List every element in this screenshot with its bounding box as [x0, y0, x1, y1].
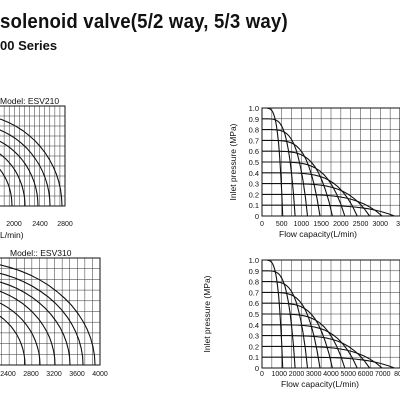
y-tick-label: 0.6 [249, 147, 259, 156]
x-tick-label: 5000 [340, 371, 356, 378]
x-tick-label: 0 [260, 371, 264, 378]
x-tick-label: 35 [396, 221, 400, 228]
model-label: Model:: ESV310 [10, 248, 72, 258]
x-tick-label: 2000 [289, 371, 305, 378]
x-tick-label: 0 [260, 221, 264, 228]
y-tick-label: 0.8 [249, 126, 259, 135]
flow-curve [0, 302, 41, 366]
x-tick-label: 3200 [46, 371, 62, 378]
y-tick-label: 0.7 [249, 136, 259, 145]
flow-curve [262, 281, 309, 369]
x-tick-label: 2800 [57, 221, 73, 228]
y-axis-label: Inlet pressure (MPa) [202, 275, 212, 352]
x-tick-label: 2400 [32, 221, 48, 228]
x-tick-label: 3000 [306, 371, 322, 378]
x-tick-label: 3000 [372, 221, 388, 228]
y-tick-label: 0.6 [249, 299, 259, 308]
flow-curve [262, 291, 321, 369]
y-tick-label: 0.4 [249, 321, 259, 330]
flow-curve [262, 161, 346, 217]
flow-curve [262, 118, 296, 217]
flow-curve [262, 193, 383, 217]
x-tick-label: 2000 [6, 221, 22, 228]
flow-curve [0, 129, 51, 207]
x-tick-label: 1000 [271, 371, 287, 378]
flow-curve [0, 315, 26, 366]
x-tick-label: 2500 [353, 221, 369, 228]
x-tick-label: 4000 [92, 371, 108, 378]
flow-curve [262, 335, 371, 369]
flow-curve [262, 183, 371, 217]
y-tick-label: 0.3 [249, 180, 259, 189]
model-label: Model: ESV210 [0, 96, 59, 106]
y-tick-label: 1.0 [249, 104, 259, 113]
x-tick-label: 4000 [323, 371, 339, 378]
y-tick-label: 0.3 [249, 332, 259, 341]
x-tick-label: 2400 [0, 371, 16, 378]
y-tick-label: 0 [255, 364, 259, 373]
x-tick-label: 500 [276, 221, 288, 228]
page-title: solenoid valve(5/2 way, 5/3 way) [0, 11, 288, 33]
flow-curve [0, 140, 39, 207]
flow-curve [262, 302, 333, 369]
y-tick-label: 0.2 [249, 342, 259, 351]
flow-curve [262, 129, 309, 217]
x-tick-label: 1000 [294, 221, 310, 228]
y-tick-label: 0.2 [249, 190, 259, 199]
y-tick-label: 0.8 [249, 278, 259, 287]
flow-curve [262, 139, 321, 217]
flow-curve [0, 153, 26, 207]
x-tick-label: 2800 [23, 371, 39, 378]
y-tick-label: 0.5 [249, 310, 259, 319]
flow-curve [262, 204, 395, 217]
flow-curve [0, 118, 63, 207]
x-tick-label: 6000 [358, 371, 374, 378]
y-tick-label: 0.4 [249, 169, 259, 178]
y-tick-label: 0.9 [249, 267, 259, 276]
flow-curve [262, 150, 333, 217]
flow-curve [262, 270, 296, 369]
plot-frame [0, 105, 66, 207]
y-tick-label: 0.9 [249, 115, 259, 124]
series-subtitle: 00 Series [0, 38, 58, 53]
x-axis-label: L/min) [0, 230, 24, 240]
x-tick-label: 1500 [313, 221, 329, 228]
y-tick-label: 1.0 [249, 256, 259, 265]
x-tick-label: 2000 [333, 221, 349, 228]
flow-curve [0, 272, 84, 366]
plot-frame [0, 257, 101, 366]
y-tick-label: 0.1 [249, 201, 259, 210]
flow-curve [0, 290, 56, 366]
y-axis-label: Inlet pressure (MPa) [228, 123, 238, 200]
x-tick-label: 3600 [69, 371, 85, 378]
flow-curve [0, 281, 71, 366]
x-tick-label: 7000 [375, 371, 391, 378]
y-tick-label: 0.7 [249, 288, 259, 297]
y-tick-label: 0.1 [249, 353, 259, 362]
flow-curve [0, 168, 13, 207]
x-axis-label: Flow capacity(L/min) [279, 229, 357, 239]
flow-curve [262, 356, 395, 369]
y-tick-label: 0 [255, 212, 259, 221]
flow-curve [262, 313, 346, 369]
y-tick-label: 0.5 [249, 158, 259, 167]
x-tick-label: 800 [394, 371, 400, 378]
flow-curve [0, 264, 96, 366]
flow-curve [262, 345, 383, 369]
x-axis-label: Flow capacity(L/min) [281, 379, 359, 389]
